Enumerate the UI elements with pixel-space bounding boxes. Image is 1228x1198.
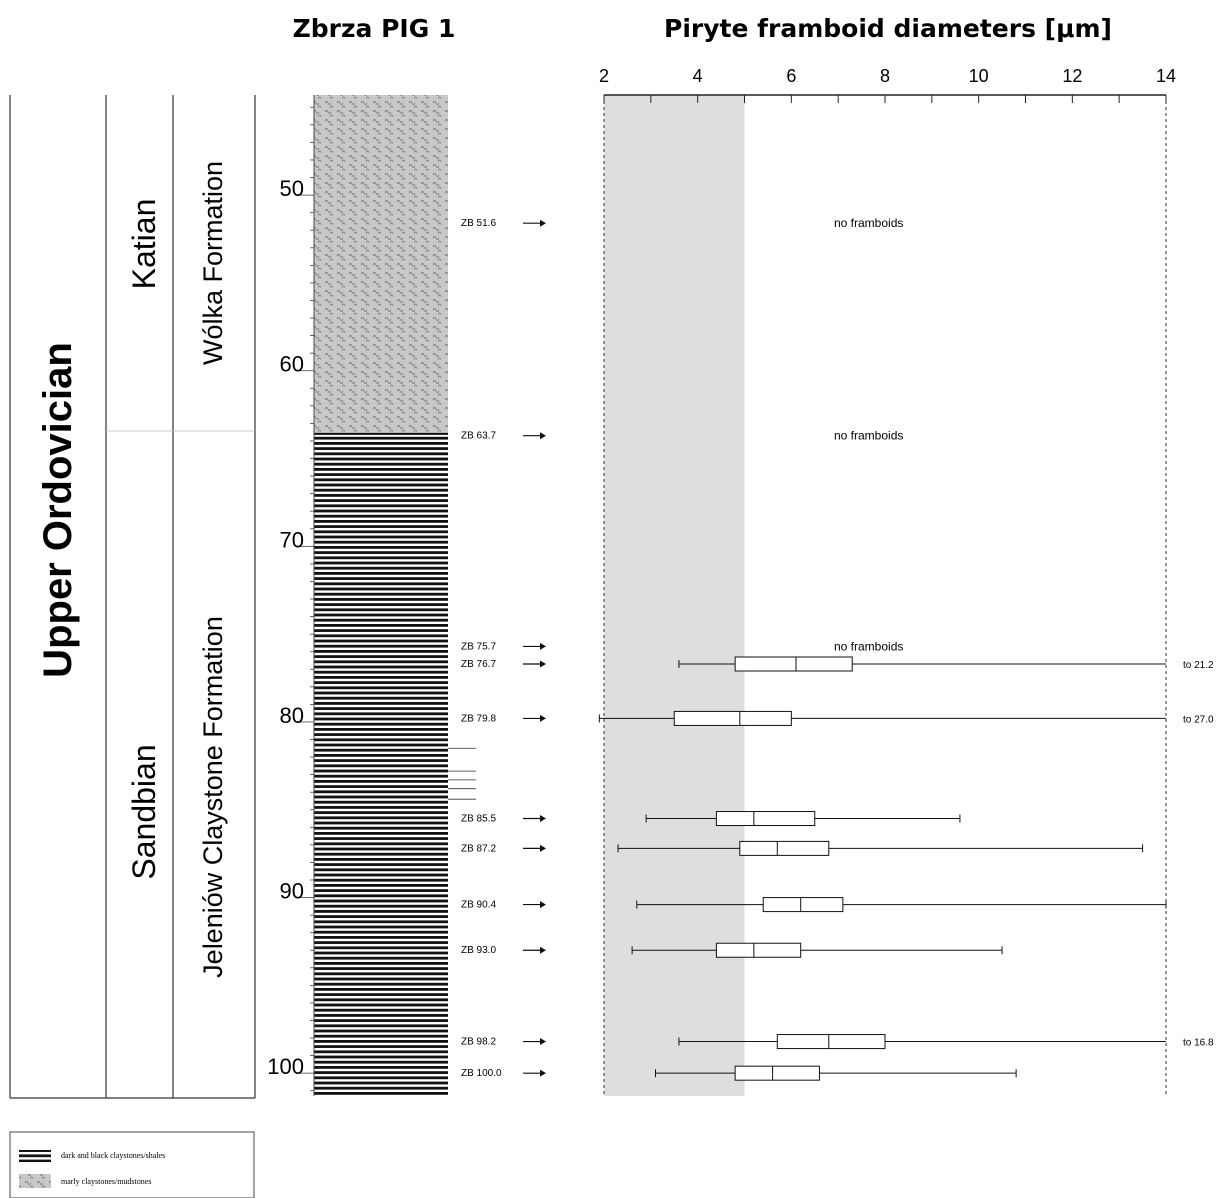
stage-label-sandbian: Sandbian	[126, 744, 162, 879]
formation-label-jeleniow: Jeleniów Claystone Formation	[198, 616, 228, 978]
no-framboids-note: no framboids	[834, 429, 903, 443]
no-framboids-note: no framboids	[834, 639, 903, 653]
box	[762, 897, 844, 913]
overflow-label: to 16.8	[1183, 1038, 1214, 1049]
legend-swatch-marly	[19, 1174, 51, 1188]
stage-label-katian: Katian	[126, 199, 162, 290]
x-tick-label: 4	[693, 66, 703, 86]
sample-arrow-head	[540, 714, 546, 722]
box	[715, 942, 802, 958]
depth-tick-label: 100	[267, 1054, 304, 1079]
sample-label: ZB 76.7	[461, 659, 496, 670]
depth-tick-label: 50	[280, 176, 304, 201]
depth-tick-label: 70	[280, 527, 304, 552]
sample-label: ZB 87.2	[461, 843, 496, 854]
sample-label: ZB 63.7	[461, 431, 496, 442]
sample-label: ZB 75.7	[461, 641, 496, 652]
box	[734, 656, 853, 672]
sample-arrow-head	[540, 1069, 546, 1077]
depth-tick-label: 60	[280, 352, 304, 377]
sample-label: ZB 100.0	[461, 1068, 502, 1079]
box	[734, 1065, 820, 1081]
sample-arrow-head	[540, 901, 546, 909]
overflow-label: to 27.0	[1183, 714, 1214, 725]
sample-label: ZB 85.5	[461, 814, 496, 825]
legend-label-marly: marly claystones/mudstones	[61, 1177, 151, 1186]
sample-label: ZB 90.4	[461, 900, 496, 911]
depth-tick-label: 80	[280, 703, 304, 728]
x-tick-label: 8	[880, 66, 890, 86]
sample-arrow-head	[540, 815, 546, 823]
box	[739, 840, 830, 856]
sample-label: ZB 93.0	[461, 945, 496, 956]
x-tick-label: 6	[786, 66, 796, 86]
lithology-dark	[314, 433, 448, 1097]
sample-arrow-head	[540, 219, 546, 227]
legend-label-dark: dark and black claystones/shales	[61, 1151, 165, 1160]
sample-label: ZB 79.8	[461, 713, 496, 724]
legend-swatch-dark	[19, 1150, 51, 1162]
sample-label: ZB 51.6	[461, 218, 496, 229]
x-tick-label: 2	[599, 66, 609, 86]
sample-arrow-head	[540, 660, 546, 668]
section-title: Zbrza PIG 1	[293, 14, 456, 43]
lithology-column	[314, 95, 476, 1097]
sample-arrow-head	[540, 642, 546, 650]
stratigraphy-columns	[9, 95, 256, 1099]
sample-label: ZB 98.2	[461, 1037, 496, 1048]
x-tick-label: 14	[1156, 66, 1176, 86]
legend: dark and black claystones/shales marly c…	[9, 1131, 255, 1198]
system-label: Upper Ordovician	[36, 342, 80, 678]
sample-arrow-head	[540, 1038, 546, 1046]
box	[776, 1034, 886, 1050]
overflow-label: to 21.2	[1183, 660, 1214, 671]
box	[673, 710, 792, 726]
sample-arrow-head	[540, 946, 546, 954]
sample-arrow-head	[540, 432, 546, 440]
x-tick-label: 12	[1062, 66, 1082, 86]
lithology-marly	[314, 95, 448, 434]
chart-title: Piryte framboid diameters [μm]	[664, 14, 1112, 43]
depth-tick-label: 90	[280, 879, 304, 904]
box	[715, 811, 816, 827]
depth-axis: 50 60 70 80 90 100	[267, 95, 315, 1096]
formation-label-wolka: Wólka Formation	[198, 161, 228, 365]
highlight-band	[604, 95, 745, 1096]
no-framboids-note: no framboids	[834, 216, 903, 230]
framboid-boxplot-chart: 2 4 6 8 10 12 14 ZB 51.6 no framboids ZB 63.7 no f…	[461, 66, 1214, 1096]
x-tick-label: 10	[969, 66, 989, 86]
sample-arrow-head	[540, 844, 546, 852]
